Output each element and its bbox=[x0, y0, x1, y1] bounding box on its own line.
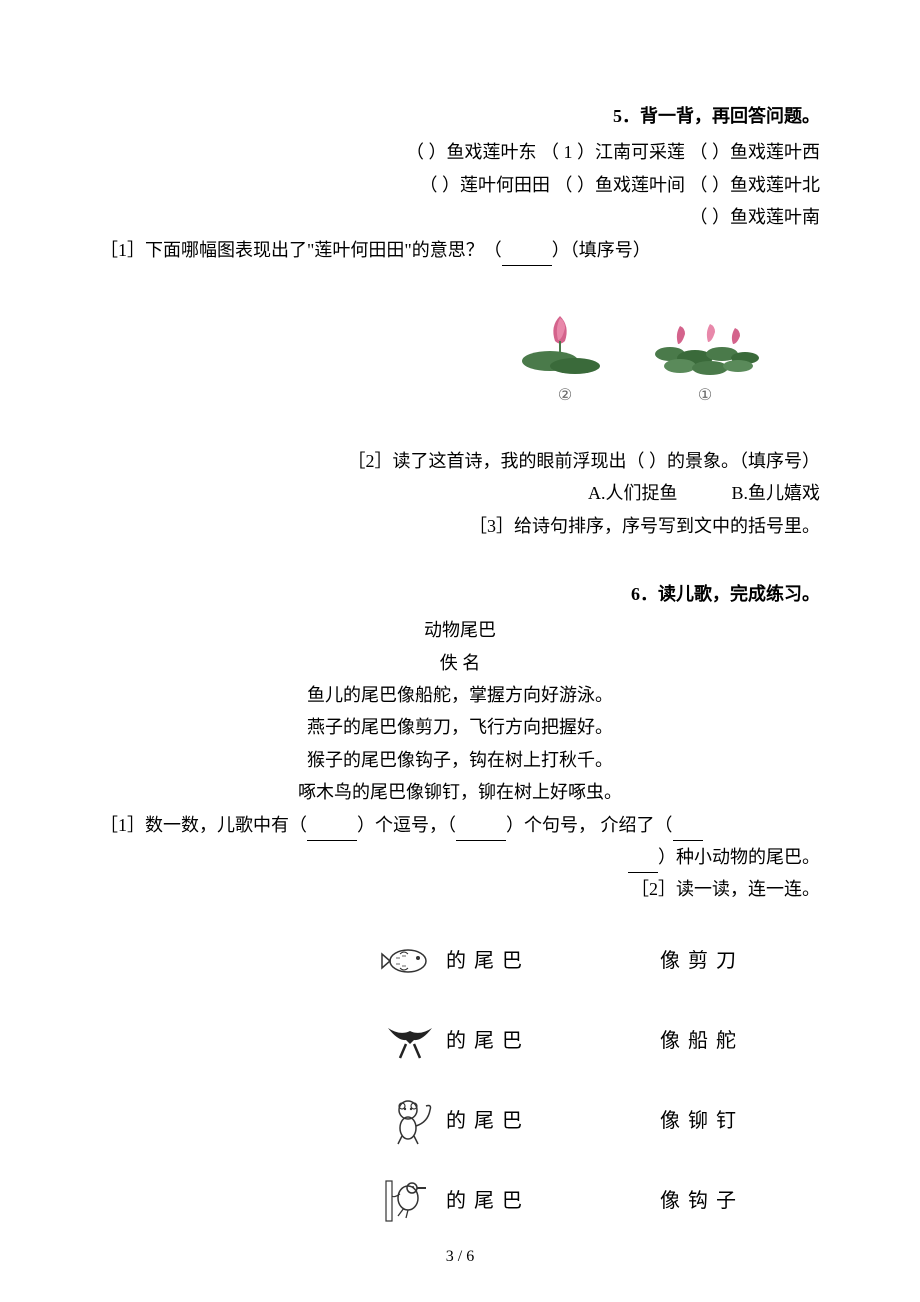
q5-images: ② ① bbox=[100, 296, 760, 411]
match-suffix: 的尾巴 bbox=[446, 1023, 530, 1059]
lotus-many-icon bbox=[650, 296, 760, 376]
q5-line-3: （ ）鱼戏莲叶南 bbox=[100, 201, 820, 233]
match-row-4: 的尾巴 像钩子 bbox=[380, 1176, 820, 1226]
match-row-1: 的尾巴 像剪刀 bbox=[380, 936, 820, 986]
blank-fill[interactable] bbox=[502, 244, 552, 266]
match-suffix: 的尾巴 bbox=[446, 1103, 530, 1139]
blank-fill[interactable] bbox=[307, 819, 357, 841]
poem-author: 佚 名 bbox=[100, 647, 820, 679]
lotus-image-1: ① bbox=[650, 296, 760, 411]
match-suffix: 的尾巴 bbox=[446, 1183, 530, 1219]
fish-icon bbox=[380, 936, 440, 986]
q5-line-2: （ ）莲叶何田田 （ ）鱼戏莲叶间 （ ）鱼戏莲叶北 bbox=[100, 169, 820, 201]
woodpecker-icon bbox=[380, 1176, 440, 1226]
match-right-1: 像剪刀 bbox=[660, 943, 744, 979]
lotus-single-icon bbox=[510, 296, 620, 376]
match-left-fish: 的尾巴 bbox=[380, 936, 560, 986]
q6-sub1: ［1］数一数，儿歌中有（ ）个逗号，（ ）个句号， 介绍了（ bbox=[100, 809, 820, 841]
q5-sub1: ［1］下面哪幅图表现出了"莲叶何田田"的意思？（ ）（填序号） bbox=[100, 234, 820, 266]
q6-title: 6．读儿歌，完成练习。 bbox=[100, 578, 820, 610]
q5-options: A.人们捉鱼 B.鱼儿嬉戏 bbox=[100, 477, 820, 509]
q5-line-1: （ ）鱼戏莲叶东 （ 1 ）江南可采莲 （ ）鱼戏莲叶西 bbox=[100, 136, 820, 168]
q6-sub1-c: ）个句号， 介绍了（ bbox=[506, 815, 673, 835]
match-row-2: 的尾巴 像船舵 bbox=[380, 1016, 820, 1066]
q6-sub1-d: ）种小动物的尾巴。 bbox=[658, 847, 820, 867]
poem-line-2: 燕子的尾巴像剪刀，飞行方向把握好。 bbox=[100, 711, 820, 743]
q5-sub2: ［2］读了这首诗，我的眼前浮现出（ ）的景象。（填序号） bbox=[100, 445, 820, 477]
q5-sub1-pre: ［1］下面哪幅图表现出了"莲叶何田田"的意思？（ bbox=[100, 240, 502, 260]
blank-fill[interactable] bbox=[673, 819, 703, 841]
q5-sub3: ［3］给诗句排序，序号写到文中的括号里。 bbox=[100, 510, 820, 542]
match-right-2: 像船舵 bbox=[660, 1023, 744, 1059]
match-left-monkey: 的尾巴 bbox=[380, 1096, 560, 1146]
match-section: 的尾巴 像剪刀 的尾巴 像船舵 的尾巴 bbox=[100, 936, 820, 1226]
blank-fill[interactable] bbox=[628, 852, 658, 874]
q6-sub1-b: ）个逗号，（ bbox=[357, 815, 456, 835]
poem-line-1: 鱼儿的尾巴像船舵，掌握方向好游泳。 bbox=[100, 679, 820, 711]
q5-sub1-post: ）（填序号） bbox=[552, 240, 651, 260]
match-row-3: 的尾巴 像铆钉 bbox=[380, 1096, 820, 1146]
blank-fill[interactable] bbox=[456, 819, 506, 841]
poem-line-4: 啄木鸟的尾巴像铆钉，铆在树上好啄虫。 bbox=[100, 776, 820, 808]
match-suffix: 的尾巴 bbox=[446, 943, 530, 979]
page-number: 3 / 6 bbox=[0, 1243, 920, 1272]
poem-title: 动物尾巴 bbox=[100, 614, 820, 646]
match-right-4: 像钩子 bbox=[660, 1183, 744, 1219]
q5-title: 5．背一背，再回答问题。 bbox=[100, 100, 820, 132]
match-left-swallow: 的尾巴 bbox=[380, 1016, 560, 1066]
monkey-icon bbox=[380, 1096, 440, 1146]
poem-line-3: 猴子的尾巴像钩子，钩在树上打秋千。 bbox=[100, 744, 820, 776]
img-label-2: ② bbox=[558, 382, 572, 411]
q6-sub1-a: ［1］数一数，儿歌中有（ bbox=[100, 815, 307, 835]
match-right-3: 像铆钉 bbox=[660, 1103, 744, 1139]
lotus-image-2: ② bbox=[510, 296, 620, 411]
q6-sub2: ［2］读一读，连一连。 bbox=[100, 873, 820, 905]
swallow-icon bbox=[380, 1016, 440, 1066]
match-left-woodpecker: 的尾巴 bbox=[380, 1176, 560, 1226]
img-label-1: ① bbox=[698, 382, 712, 411]
q6-sub1-tail: ）种小动物的尾巴。 bbox=[100, 841, 820, 873]
